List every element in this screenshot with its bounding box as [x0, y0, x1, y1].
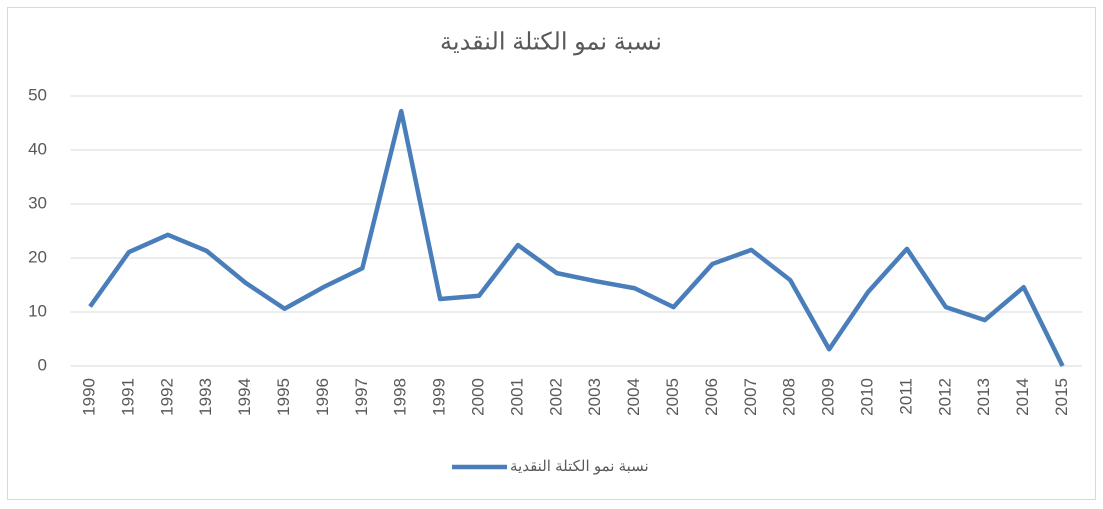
y-tick-label: 40 — [28, 139, 47, 158]
x-tick-label: 2001 — [507, 378, 526, 416]
x-tick-label: 2011 — [896, 378, 915, 415]
x-tick-label: 2006 — [702, 378, 721, 416]
x-tick-label: 1993 — [196, 378, 215, 416]
y-tick-label: 50 — [28, 85, 47, 104]
x-tick-label: 1990 — [80, 378, 99, 416]
chart-title: نسبة نمو الكتلة النقدية — [440, 28, 662, 55]
legend-label: نسبة نمو الكتلة النقدية — [510, 458, 649, 475]
x-tick-label: 2015 — [1052, 378, 1071, 416]
y-tick-label: 30 — [28, 193, 47, 212]
x-tick-label: 2008 — [780, 378, 799, 416]
series-line — [88, 108, 1065, 367]
x-tick-label: 2007 — [741, 378, 760, 416]
x-tick-label: 1998 — [391, 378, 410, 416]
x-tick-label: 2012 — [935, 378, 954, 416]
x-tick-label: 2002 — [546, 378, 565, 416]
x-tick-label: 1997 — [352, 378, 371, 416]
x-tick-label: 2000 — [469, 378, 488, 416]
x-tick-label: 2009 — [819, 378, 838, 416]
x-tick-label: 2013 — [974, 378, 993, 416]
x-tick-label: 1992 — [157, 378, 176, 416]
x-tick-label: 2004 — [624, 378, 643, 416]
y-tick-label: 0 — [38, 355, 47, 374]
x-tick-label: 1999 — [430, 378, 449, 416]
x-tick-label: 1995 — [274, 378, 293, 416]
x-tick-label: 1996 — [313, 378, 332, 416]
x-tick-label: 2010 — [858, 378, 877, 416]
y-tick-label: 20 — [28, 247, 47, 266]
x-tick-label: 2014 — [1013, 378, 1032, 416]
x-tick-label: 1991 — [118, 378, 137, 416]
x-tick-label: 1994 — [235, 378, 254, 416]
chart-border — [7, 7, 1096, 500]
y-tick-label: 10 — [28, 301, 47, 320]
x-tick-label: 2005 — [663, 378, 682, 416]
x-tick-label: 2003 — [585, 378, 604, 416]
